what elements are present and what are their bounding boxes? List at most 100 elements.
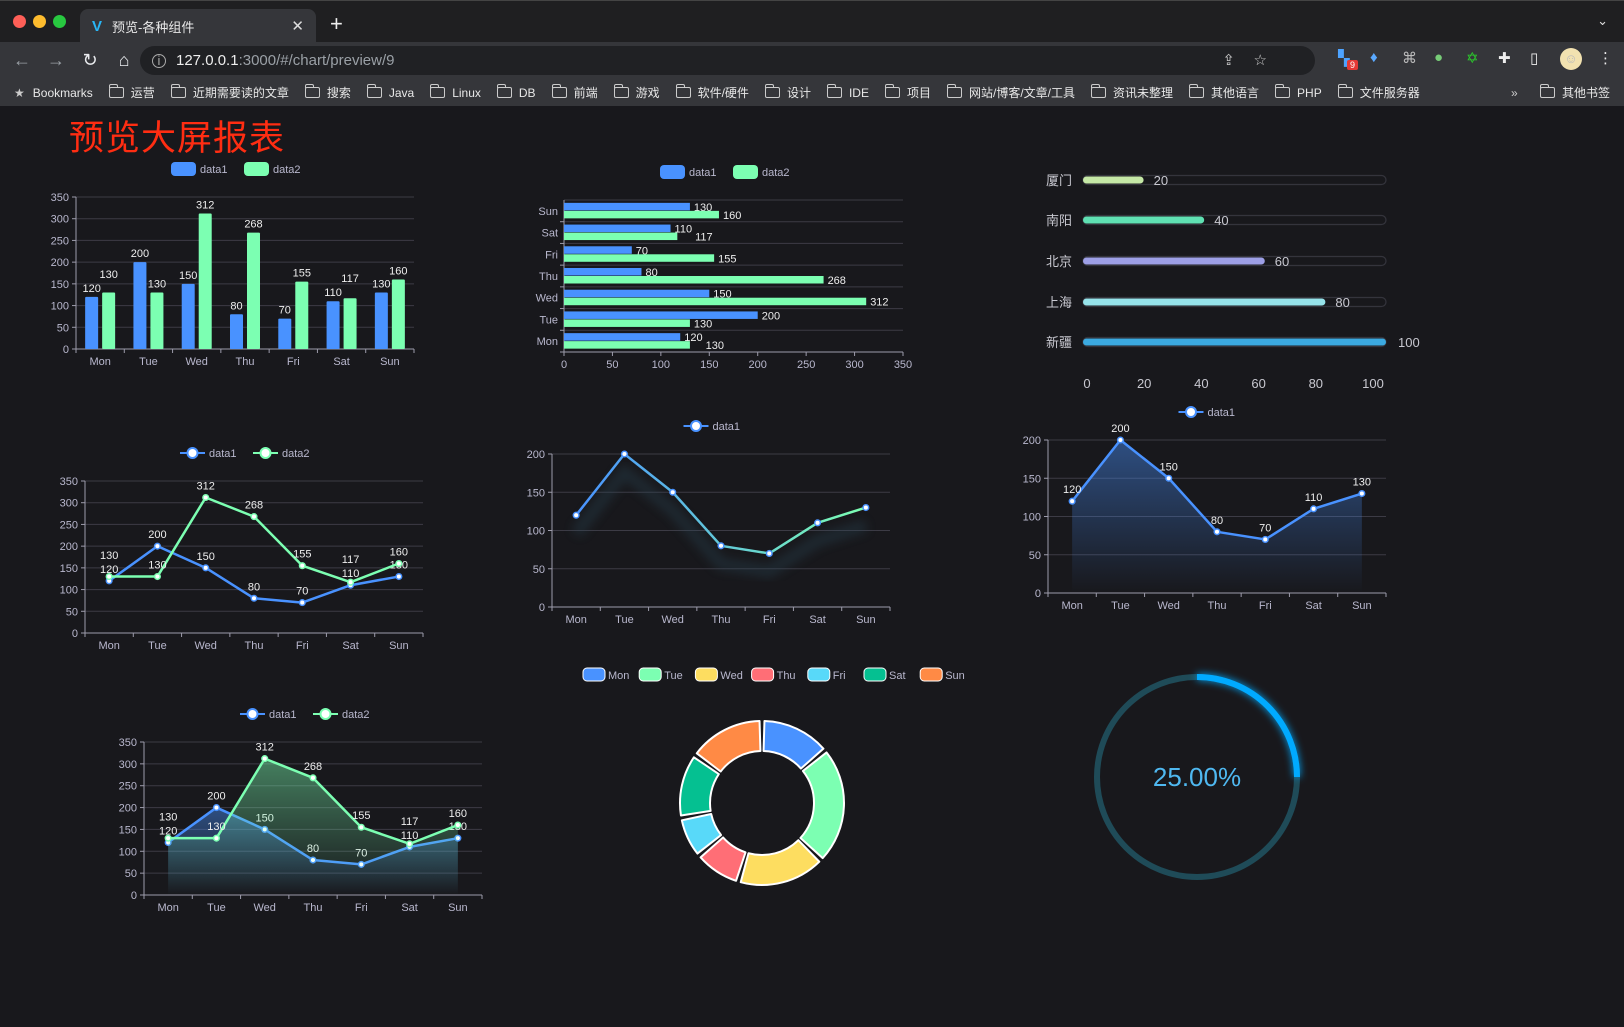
legend-item[interactable]: Fri [807,667,846,682]
bookmark-star-icon[interactable]: ☆ [1253,52,1267,69]
data-point [1165,474,1173,482]
data-point [862,504,870,512]
legend-item[interactable]: Thu [751,667,796,682]
maximize-window-button[interactable] [53,15,66,28]
bookmarks-manager[interactable]: ★ Bookmarks [14,86,93,100]
y-tick-label: 100 [60,585,78,597]
bookmark-folder[interactable]: 设计 [764,84,811,101]
bookmark-folder[interactable]: 游戏 [613,84,660,101]
pie-slice[interactable] [799,751,845,860]
bookmark-folder[interactable]: IDE [826,84,869,100]
side-panel-icon[interactable]: ▯ [1530,50,1539,67]
data-point [153,542,161,550]
legend-item[interactable]: data1 [683,420,741,433]
bookmark-folder[interactable]: 软件/硬件 [675,84,749,101]
legend-item[interactable]: data1 [1178,406,1236,419]
pie-slice[interactable] [680,812,723,855]
legend-item[interactable]: data2 [244,162,301,176]
pie-slice[interactable] [762,720,825,770]
value-label: 100 [1398,335,1420,350]
category-label: 新疆 [1046,335,1072,351]
x-tick-label: Wed [195,640,217,652]
minimize-window-button[interactable] [33,15,46,28]
browser-menu-icon[interactable]: ⋮ [1598,50,1613,67]
bookmark-folder[interactable]: DB [496,84,536,100]
pie-slice[interactable] [739,839,821,886]
area-fill [168,758,458,895]
star-extension-icon[interactable]: ✡ [1466,50,1479,67]
pie-slice[interactable] [699,836,747,882]
extension-badge: 9 [1347,60,1359,70]
legend-item[interactable]: data1 [180,447,237,460]
legend-item[interactable]: Sat [863,667,906,682]
close-tab-icon[interactable]: ✕ [291,18,304,35]
legend-item[interactable]: Tue [638,667,683,682]
legend-item[interactable]: data2 [253,447,310,460]
data-point [105,572,113,581]
horizontal-bar-chart: Mon Tue Wed Thu Fri Sat Sun 0 50 100 150 200 250 300 3… [536,165,912,371]
data-label: 130 [148,560,166,572]
bookmark-folder[interactable]: Linux [430,84,481,100]
bookmark-folder[interactable]: 资讯未整理 [1091,84,1173,101]
site-info-icon[interactable]: i [152,53,166,68]
bar [564,232,678,241]
bookmarks-overflow-button[interactable]: » [1511,85,1518,100]
other-bookmarks-folder[interactable]: 其他书签 [1540,84,1610,101]
share-icon[interactable]: ⇪ [1222,52,1235,69]
bookmark-folder[interactable]: 文件服务器 [1337,84,1420,101]
close-window-button[interactable] [13,15,26,28]
extensions-puzzle-icon[interactable]: ✚ [1498,50,1511,67]
data-label: 200 [207,791,225,803]
bookmark-folder[interactable]: 搜索 [304,84,351,101]
legend-label: data1 [209,448,237,460]
progress-bar-chart: 厦门 20 南阳 40 北京 60 上海 80 新疆 100 0 20 40 60 80 100 [1046,173,1420,391]
bookmark-folder[interactable]: 项目 [884,84,931,101]
y-tick-label: Sun [538,206,558,218]
circle-extension-icon[interactable]: ● [1434,49,1444,66]
pie-slice[interactable] [679,756,720,817]
legend-label: Tue [664,670,683,682]
bookmark-folder[interactable]: 其他语言 [1189,84,1259,101]
bookmark-folder[interactable]: Java [366,84,414,100]
profile-avatar[interactable]: ☺ [1560,48,1582,70]
bookmark-label: DB [518,85,536,100]
command-extension-icon[interactable]: ⌘ [1402,50,1417,67]
data-point [261,755,269,763]
bookmark-folder[interactable]: 前端 [551,84,598,101]
tab-search-chevron-icon[interactable]: ⌄ [1597,13,1608,28]
x-tick-label: Fri [355,902,368,914]
y-tick-label: 100 [1023,512,1041,524]
bookmark-folder[interactable]: 近期需要读的文章 [170,84,289,101]
legend-item[interactable]: Wed [694,667,743,682]
x-tick-label: Tue [615,614,634,626]
legend-item[interactable]: Mon [582,667,629,682]
pie-slice[interactable] [695,720,762,773]
browser-tab[interactable]: V 预览-各种组件 ✕ [80,9,316,43]
y-tick-label: 250 [51,235,69,247]
x-tick-label: Thu [1208,600,1227,612]
legend-item[interactable]: Sun [919,667,965,682]
data-point [454,821,462,829]
x-tick-label: Wed [662,614,684,626]
back-button[interactable]: ← [13,50,31,70]
forward-button[interactable]: → [47,50,65,70]
x-tick-label: Sat [401,902,418,914]
address-bar[interactable]: i 127.0.0.1:3000/#/chart/preview/9 ⇪ ☆ [140,46,1315,75]
legend-item[interactable]: data2 [313,708,370,721]
bookmark-folder[interactable]: 运营 [108,84,155,101]
legend-item[interactable]: data1 [660,165,717,179]
legend-item[interactable]: data2 [733,165,790,179]
bookmark-folder[interactable]: 网站/博客/文章/工具 [946,84,1075,101]
legend-item[interactable]: data1 [171,162,228,176]
legend-swatch-icon [638,667,662,682]
data-label: 130 [99,269,117,281]
extension-icon[interactable]: ▚ [1338,50,1350,67]
value-label: 60 [1275,254,1289,269]
home-button[interactable]: ⌂ [118,50,130,70]
new-tab-button[interactable]: + [330,11,343,36]
legend-item[interactable]: data1 [240,708,297,721]
reload-button[interactable]: ↻ [82,50,98,70]
legend-marker-icon [690,420,702,432]
gem-extension-icon[interactable]: ♦ [1370,49,1378,66]
bookmark-folder[interactable]: PHP [1275,84,1322,100]
